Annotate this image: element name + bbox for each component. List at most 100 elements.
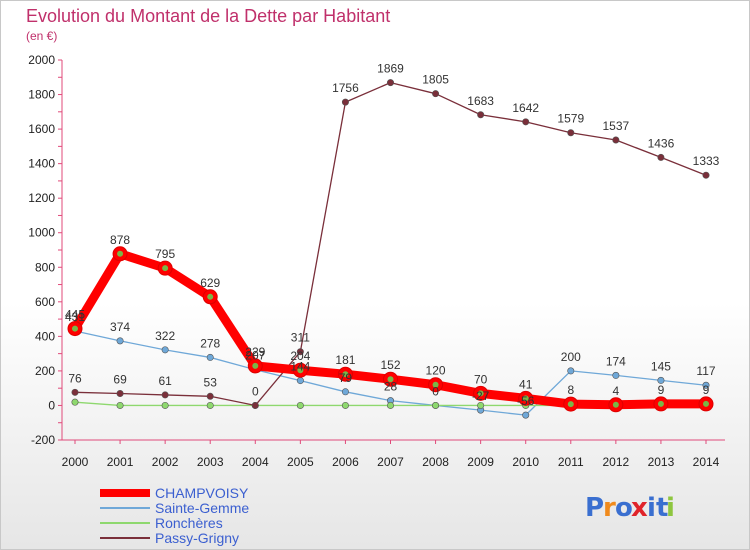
data-label: 1436 (648, 136, 675, 150)
data-label: 311 (291, 331, 310, 345)
data-label: 1642 (512, 101, 539, 115)
logo-letter: P (585, 493, 604, 523)
chart-subtitle: (en €) (26, 29, 57, 43)
data-label: 76 (68, 371, 82, 385)
data-point (296, 348, 304, 356)
x-tick-label: 2006 (332, 455, 359, 469)
data-label: 1537 (603, 119, 630, 133)
data-label: 152 (380, 358, 400, 372)
data-point-center (477, 390, 484, 397)
data-point (71, 388, 79, 396)
y-tick-label: 200 (35, 364, 55, 378)
data-label: 61 (158, 374, 172, 388)
data-point (567, 129, 575, 137)
data-point-center (297, 367, 304, 374)
legend: CHAMPVOISYSainte-GemmeRonchèresPassy-Gri… (100, 485, 249, 546)
legend-label: CHAMPVOISY (155, 485, 249, 501)
data-point (702, 171, 710, 179)
series-passy-grigny (71, 79, 710, 409)
data-point (71, 398, 79, 406)
y-tick-label: 800 (35, 260, 55, 274)
x-tick-label: 2000 (62, 455, 89, 469)
data-point (477, 111, 485, 119)
data-point (612, 136, 620, 144)
data-label: -56 (517, 394, 535, 408)
data-label: 878 (110, 233, 130, 247)
data-point (206, 392, 214, 400)
data-label: 431 (65, 310, 85, 324)
y-tick-label: 1400 (28, 157, 55, 171)
data-label: 0 (252, 384, 259, 398)
legend-label: Passy-Grigny (155, 530, 239, 546)
x-tick-label: 2013 (648, 455, 675, 469)
data-point (296, 401, 304, 409)
data-label: 374 (110, 320, 130, 334)
data-label: 41 (519, 377, 533, 391)
series-layer (67, 79, 714, 419)
data-label: 53 (204, 375, 218, 389)
x-tick-label: 2010 (512, 455, 539, 469)
data-label: 120 (426, 364, 446, 378)
legend-label: Sainte-Gemme (155, 500, 249, 516)
data-point-center (432, 381, 439, 388)
data-label: 0 (432, 384, 439, 398)
data-label: 174 (606, 354, 626, 368)
x-tick-label: 2001 (107, 455, 134, 469)
data-point (432, 90, 440, 98)
y-tick-label: 1200 (28, 191, 55, 205)
x-tick-label: 2003 (197, 455, 224, 469)
data-point (206, 401, 214, 409)
legend-label: Ronchères (155, 515, 223, 531)
data-point-center (387, 376, 394, 383)
data-point (116, 401, 124, 409)
y-tick-label: 1800 (28, 88, 55, 102)
data-point-center (342, 371, 349, 378)
data-label: 145 (651, 359, 671, 373)
data-point-center (522, 395, 529, 402)
data-labels: 431 374 322 278 207 144 79 28 0 -27 -56 200 174 145 11… (65, 62, 720, 408)
data-point-center (117, 250, 124, 257)
series-champvoisy (67, 246, 714, 413)
y-tick-label: 400 (35, 329, 55, 343)
chart-title: Evolution du Montant de la Dette par Hab… (26, 6, 390, 26)
data-label: 1683 (467, 94, 494, 108)
x-tick-label: 2004 (242, 455, 269, 469)
data-point-center (72, 325, 78, 332)
logo-letter: t (656, 493, 668, 523)
data-label: 117 (696, 364, 715, 378)
data-label: 445 (65, 308, 85, 322)
y-tick-label: 0 (48, 398, 55, 412)
data-label: 1333 (693, 154, 720, 168)
logo-letter: x (631, 493, 648, 523)
x-tick-label: 2002 (152, 455, 179, 469)
data-label: 207 (245, 349, 265, 363)
data-point (251, 401, 259, 409)
data-point (161, 401, 169, 409)
data-label: 69 (113, 373, 127, 387)
x-tick-label: 2007 (377, 455, 404, 469)
data-label: 181 (335, 353, 355, 367)
y-tick-label: 600 (35, 295, 55, 309)
data-label: 204 (290, 349, 310, 363)
data-point (341, 388, 349, 396)
logo-letter: r (603, 493, 616, 523)
data-point (341, 98, 349, 106)
data-point (386, 79, 394, 87)
data-point (612, 371, 620, 379)
x-tick-label: 2008 (422, 455, 449, 469)
data-label: 28 (384, 380, 398, 394)
data-point-center (207, 293, 214, 300)
y-tick-label: -200 (31, 433, 55, 447)
data-point (161, 391, 169, 399)
data-label: 9 (658, 383, 665, 397)
x-tick-label: 2014 (693, 455, 720, 469)
y-tick-label: 1600 (28, 122, 55, 136)
data-point-center (612, 401, 619, 408)
data-label: 1756 (332, 81, 359, 95)
data-label: 4 (613, 384, 620, 398)
data-label: -27 (472, 389, 490, 403)
data-label: 79 (339, 371, 353, 385)
axes: -200020040060080010001200140016001800200… (28, 53, 725, 469)
